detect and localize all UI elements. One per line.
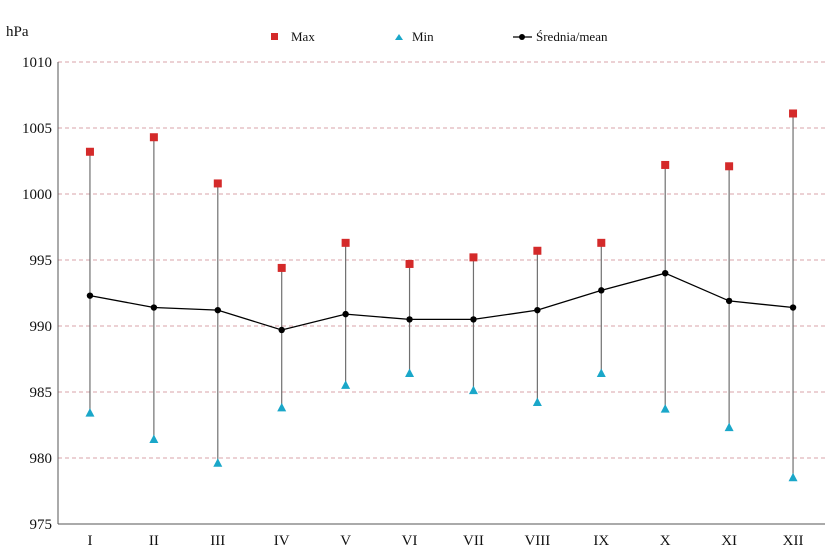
x-tick-label: IX <box>593 533 609 546</box>
y-tick-label: 1000 <box>22 187 52 203</box>
mean-line <box>89 272 794 331</box>
x-tick-label: XI <box>721 533 737 546</box>
legend-item-max: Max <box>271 29 315 44</box>
min-point <box>468 385 478 395</box>
min-point <box>213 458 223 467</box>
legend-mean-marker <box>519 34 525 40</box>
max-series <box>85 109 798 272</box>
y-tick-label: 995 <box>30 253 53 269</box>
x-axis: I II III IV V VI VII VIII IX X XI XII <box>87 533 803 546</box>
max-point <box>469 253 478 262</box>
min-point <box>660 404 670 413</box>
y-unit-label: hPa <box>6 24 29 40</box>
x-tick-label: II <box>149 533 159 546</box>
x-tick-label: V <box>340 533 351 546</box>
max-point <box>533 246 542 255</box>
mean-point <box>86 292 94 299</box>
y-axis: 975 980 985 990 995 1000 1005 1010 <box>22 55 52 533</box>
max-point <box>789 109 798 118</box>
min-point <box>341 380 351 389</box>
x-tick-label: IV <box>274 533 290 546</box>
max-point <box>405 259 414 268</box>
x-tick-label: X <box>660 533 671 546</box>
y-tick-label: 980 <box>30 451 53 467</box>
y-tick-label: 975 <box>30 517 53 533</box>
legend-item-min: Min <box>395 29 434 44</box>
legend-min-marker <box>395 34 403 40</box>
min-point <box>596 368 606 378</box>
mean-point <box>214 306 221 314</box>
legend: Max Min Średnia/mean <box>271 29 608 44</box>
y-tick-label: 1010 <box>22 55 52 71</box>
axes <box>57 62 825 525</box>
legend-max-label: Max <box>291 29 315 44</box>
min-point <box>405 368 415 378</box>
mean-point <box>150 304 158 311</box>
max-point <box>85 147 94 156</box>
max-point <box>661 160 670 169</box>
min-point <box>724 422 734 432</box>
y-tick-label: 1005 <box>22 121 52 137</box>
min-point <box>277 402 287 412</box>
max-point <box>277 263 286 272</box>
x-tick-label: VII <box>463 533 484 546</box>
mean-point <box>470 316 477 323</box>
legend-min-label: Min <box>412 29 434 44</box>
mean-point <box>725 297 733 305</box>
x-tick-label: XII <box>783 533 804 546</box>
mean-point <box>598 287 605 294</box>
mean-point <box>406 316 413 323</box>
range-lines <box>89 113 794 478</box>
grid <box>58 61 825 459</box>
max-point <box>597 238 606 247</box>
max-point <box>341 238 350 247</box>
min-point <box>788 472 798 482</box>
legend-max-marker <box>271 33 278 40</box>
mean-series <box>86 270 797 334</box>
max-point <box>149 133 158 142</box>
y-tick-label: 990 <box>30 319 53 335</box>
min-point <box>532 397 542 407</box>
legend-item-mean: Średnia/mean <box>513 29 608 44</box>
max-point <box>213 179 222 188</box>
y-tick-label: 985 <box>30 385 53 401</box>
x-tick-label: VIII <box>524 533 550 546</box>
mean-point <box>789 304 797 311</box>
x-tick-label: I <box>87 533 92 546</box>
mean-point <box>662 270 669 277</box>
max-point <box>725 162 734 171</box>
mean-point <box>278 326 285 334</box>
mean-point <box>534 306 541 314</box>
mean-point <box>342 310 349 318</box>
min-point <box>85 408 95 417</box>
legend-mean-label: Średnia/mean <box>536 29 608 44</box>
x-tick-label: III <box>210 533 225 546</box>
x-tick-label: VI <box>402 533 418 546</box>
min-series <box>85 368 798 482</box>
min-point <box>149 434 159 444</box>
